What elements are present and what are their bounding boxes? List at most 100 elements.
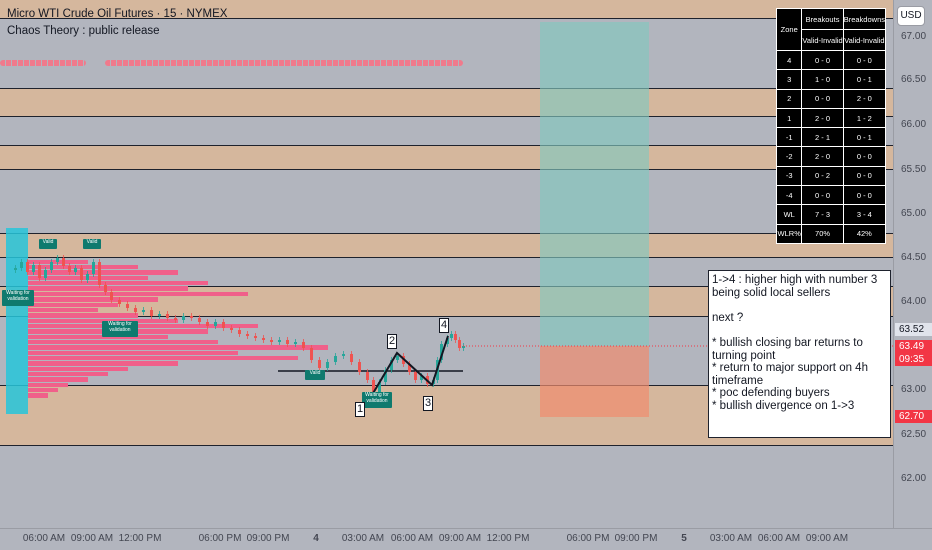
table-cell: 0 - 1 [842, 69, 887, 90]
time-tick: 06:00 PM [198, 533, 242, 544]
note-line: * return to major support on 4h [712, 362, 868, 375]
candle [378, 382, 381, 392]
candle [462, 346, 465, 348]
candle [50, 262, 53, 270]
candle [214, 322, 217, 326]
candle [74, 268, 77, 272]
candle [358, 362, 361, 372]
candle [110, 292, 113, 300]
table-cell: 1 - 2 [842, 107, 887, 129]
table-row: WLR% 70% 42% [775, 223, 887, 244]
candle [14, 268, 17, 270]
candle [166, 314, 169, 318]
time-tick: 09:00 AM [438, 533, 482, 544]
waiting-label: Waiting for validation [102, 321, 138, 337]
long-position-stop-zone[interactable] [540, 346, 649, 417]
price-axis[interactable]: 67.00 66.50 66.00 65.50 65.00 64.50 64.0… [893, 0, 932, 528]
analysis-note[interactable]: 1->4 : higher high with number 3 being so… [708, 270, 891, 438]
table-cell: 1 [775, 107, 803, 129]
zone-band [0, 0, 893, 18]
volume-profile-cyan [6, 228, 28, 414]
candle [254, 336, 257, 338]
table-cell: 0 - 0 [842, 49, 887, 71]
table-subheader: Valid-Invalid [842, 29, 887, 51]
table-cell: WLR% [775, 223, 803, 244]
zone-line [0, 257, 893, 258]
candle [294, 342, 297, 344]
time-tick: 06:00 AM [390, 533, 434, 544]
note-line: * bullish divergence on 1->3 [712, 399, 855, 412]
table-cell: 0 - 0 [801, 185, 844, 206]
wave-structure-line [371, 335, 449, 396]
candle [62, 258, 65, 266]
wave-label-4[interactable]: 4 [439, 318, 449, 333]
long-position-target-zone[interactable] [540, 22, 649, 346]
note-line: timeframe [712, 374, 764, 387]
candle [326, 362, 329, 368]
candle [190, 316, 193, 318]
price-tick: 62.50 [901, 429, 927, 440]
candle [92, 262, 95, 274]
candle [408, 364, 411, 372]
table-cell: 0 - 0 [801, 49, 844, 71]
candle [270, 340, 273, 342]
table-cell: 2 - 0 [842, 88, 887, 109]
valid-label: Valid [39, 239, 57, 249]
table-cell: 7 - 3 [801, 204, 844, 225]
time-axis[interactable]: 06:00 AM 09:00 AM 12:00 PM 06:00 PM 09:00 PM… [0, 528, 932, 550]
candle [182, 316, 185, 320]
table-cell: 2 - 0 [801, 146, 844, 167]
table-cell: 2 - 1 [801, 127, 844, 148]
table-cell: 0 - 0 [842, 165, 887, 187]
symbol-title[interactable]: Micro WTI Crude Oil Futures · 15 · NYMEX [7, 8, 228, 20]
wave-label-2[interactable]: 2 [387, 334, 397, 349]
price-tick: 63.00 [901, 384, 927, 395]
time-tick: 06:00 PM [566, 533, 610, 544]
candle [134, 308, 137, 312]
candle [450, 334, 453, 338]
candle [198, 318, 201, 322]
note-line: next ? [712, 311, 744, 324]
candle [384, 370, 387, 382]
table-subheader: Valid-Invalid [801, 29, 844, 51]
table-header-breakdowns: Breakdowns [842, 8, 887, 30]
chart-plot-area[interactable]: Valid Valid Waiting for validation Waiti… [0, 0, 893, 528]
candle [454, 334, 457, 340]
time-tick: 03:00 AM [341, 533, 385, 544]
indicator-title[interactable]: Chaos Theory : public release [7, 25, 160, 37]
candle [302, 342, 305, 348]
candle [262, 338, 265, 340]
waiting-label: Waiting for validation [2, 290, 34, 306]
candle [396, 356, 399, 360]
candle [342, 354, 345, 356]
candle [32, 265, 35, 272]
table-cell: WL [775, 204, 803, 225]
wave-label-1[interactable]: 1 [355, 402, 365, 417]
price-badge-last: 63.52 [895, 323, 932, 336]
note-line: being solid local sellers [712, 286, 831, 299]
zone-line [0, 116, 893, 117]
candle [334, 356, 337, 362]
zone-line [0, 286, 893, 287]
wave-label-3[interactable]: 3 [423, 396, 433, 411]
candle [318, 360, 321, 368]
candle [420, 376, 423, 380]
table-header-zone: Zone [775, 8, 803, 51]
table-cell: 2 [775, 88, 803, 109]
table-cell: 4 [775, 49, 803, 71]
candle [440, 344, 443, 360]
candle [174, 318, 177, 320]
currency-button[interactable]: USD [897, 6, 925, 26]
table-cell: 42% [842, 223, 887, 244]
zone-line [0, 169, 893, 170]
candle [310, 348, 313, 360]
note-line [712, 299, 887, 312]
candle [118, 300, 121, 304]
candle [230, 328, 233, 330]
time-tick: 12:00 PM [118, 533, 162, 544]
time-tick: 09:00 PM [246, 533, 290, 544]
